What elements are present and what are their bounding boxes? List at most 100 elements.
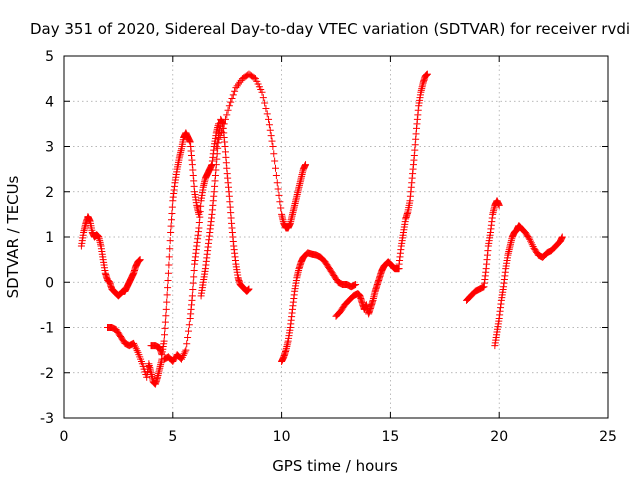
data-point <box>168 203 176 211</box>
data-point <box>221 115 229 123</box>
series-pass-3 <box>147 129 203 359</box>
data-point <box>229 91 237 99</box>
data-point <box>227 98 235 106</box>
data-point <box>131 343 139 351</box>
data-point <box>272 171 280 179</box>
data-point <box>270 150 278 158</box>
y-tick-label: 4 <box>45 94 54 110</box>
data-point <box>232 84 240 92</box>
data-point <box>132 345 140 353</box>
y-tick-label: -2 <box>40 366 54 382</box>
data-point <box>302 161 310 169</box>
data-point <box>166 237 174 245</box>
data-point <box>266 126 274 134</box>
x-axis-label: GPS time / hours <box>272 457 398 475</box>
y-tick-label: 2 <box>45 185 54 201</box>
data-point <box>181 348 189 356</box>
data-point <box>231 87 239 95</box>
data-point <box>183 340 191 348</box>
y-tick-label: 1 <box>45 230 54 246</box>
data-point <box>130 339 138 347</box>
data-point <box>271 157 279 165</box>
series-pass-5 <box>197 115 253 300</box>
data-point <box>352 281 360 289</box>
data-point <box>272 164 280 172</box>
data-point <box>184 327 192 335</box>
tick-labels: 0 5 10 15 20 25 -3 -2 -1 0 1 2 3 4 5 <box>40 49 617 445</box>
data-point <box>131 341 139 349</box>
data-point <box>233 82 241 90</box>
data-point <box>167 222 175 230</box>
data-point <box>164 276 172 284</box>
data-point <box>161 324 169 332</box>
data-point <box>178 355 186 363</box>
data-point <box>161 318 169 326</box>
data-point <box>179 352 187 360</box>
data-point <box>268 137 276 145</box>
x-tick-label: 10 <box>273 429 291 445</box>
data-point <box>525 234 533 242</box>
data-point <box>261 99 269 107</box>
data-point <box>163 291 171 299</box>
plot-frame <box>63 55 609 419</box>
data-point <box>219 124 227 132</box>
data-point <box>161 331 169 339</box>
series-pass-4 <box>160 120 222 365</box>
data-point <box>269 143 277 150</box>
data-point <box>528 241 536 249</box>
data-point <box>185 321 193 329</box>
data-point <box>265 115 273 123</box>
data-point <box>190 266 198 274</box>
data-point <box>220 120 228 128</box>
data-point <box>218 128 226 136</box>
data-point <box>189 285 197 293</box>
data-point <box>184 333 192 341</box>
data-point <box>188 292 196 300</box>
chart-title: Day 351 of 2020, Sidereal Day-to-day VTE… <box>30 20 630 38</box>
data-point <box>228 95 236 103</box>
data-point <box>529 243 537 251</box>
data-point <box>495 201 503 209</box>
data-point <box>258 88 266 96</box>
data-point <box>178 353 186 361</box>
data-point <box>212 143 220 150</box>
data-point <box>274 185 282 193</box>
series-pass-6 <box>212 70 310 232</box>
data-point <box>166 245 174 253</box>
data-point <box>526 235 534 243</box>
series-pass-11 <box>491 222 566 350</box>
data-point <box>265 121 273 129</box>
data-point <box>167 228 175 236</box>
data-point <box>165 261 173 269</box>
data-point <box>527 237 535 245</box>
data-point <box>190 273 198 281</box>
data-point <box>215 135 223 143</box>
y-tick-label: 3 <box>45 140 54 156</box>
data-point <box>250 74 258 82</box>
data-point <box>225 102 233 110</box>
data-point <box>277 204 285 212</box>
data-point <box>168 209 176 217</box>
data-point <box>163 298 171 306</box>
data-point <box>162 305 170 313</box>
x-tick-label: 5 <box>168 429 177 445</box>
x-tick-label: 25 <box>599 429 617 445</box>
data-point <box>164 269 172 277</box>
data-point <box>165 253 173 261</box>
data-point <box>273 179 281 187</box>
data-point <box>164 284 172 292</box>
data-point <box>160 337 168 345</box>
data-point <box>235 80 243 88</box>
series-pass-2 <box>104 324 166 388</box>
data-point <box>162 312 170 320</box>
x-tick-label: 15 <box>381 429 399 445</box>
data-point <box>189 279 197 287</box>
series-pass-8 <box>332 258 403 320</box>
y-axis-label: SDTVAR / TECUs <box>4 175 22 298</box>
data-point <box>262 104 270 112</box>
series-pass-10 <box>463 197 503 304</box>
data-point <box>558 233 566 241</box>
x-tick-label: 20 <box>490 429 508 445</box>
data-point <box>245 285 253 293</box>
